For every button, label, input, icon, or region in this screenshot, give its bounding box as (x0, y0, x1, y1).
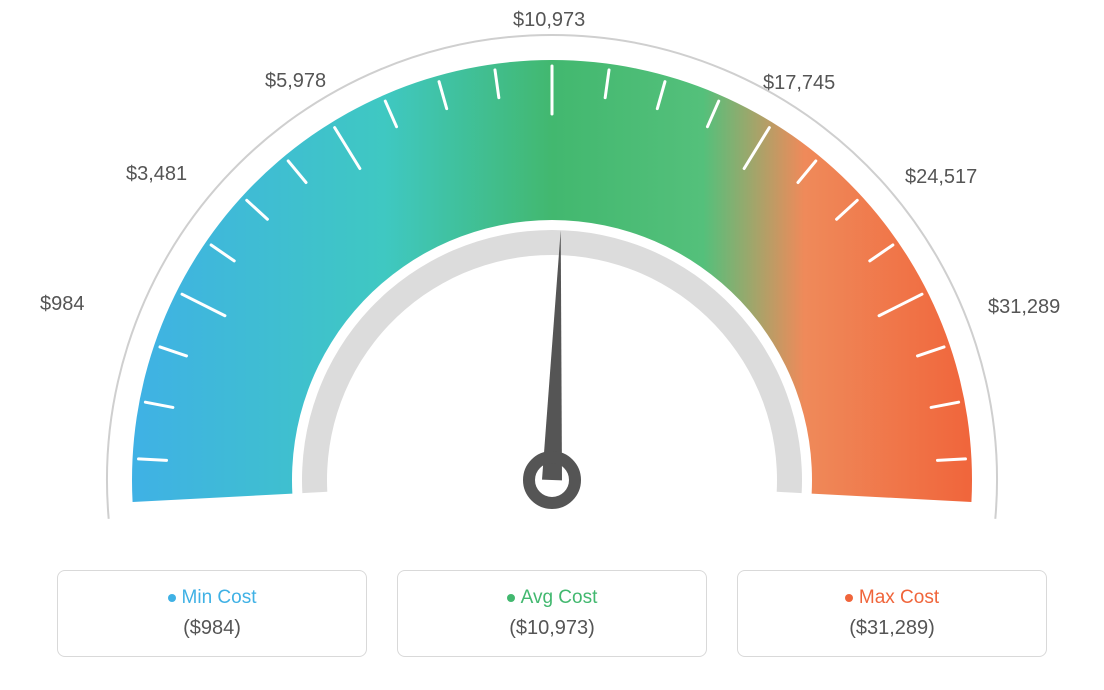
gauge-scale-label: $31,289 (988, 296, 1060, 319)
legend-row: Min Cost ($984) Avg Cost ($10,973) Max Cost (… (0, 570, 1104, 657)
gauge-chart-wrapper: $984 $3,481 $5,978 $10,973 $17,745 $24,517 $31… (0, 0, 1104, 690)
legend-card-max: Max Cost ($31,289) (737, 570, 1047, 657)
legend-title-max: Max Cost (750, 587, 1034, 609)
legend-title-text: Avg Cost (521, 587, 598, 608)
legend-value-avg: ($10,973) (410, 617, 694, 640)
legend-dot-icon (507, 594, 515, 602)
gauge-scale-label: $24,517 (905, 166, 977, 189)
legend-title-text: Max Cost (859, 587, 939, 608)
gauge-scale-label: $5,978 (265, 70, 326, 93)
legend-title-min: Min Cost (70, 587, 354, 609)
gauge-svg (0, 0, 1104, 560)
legend-title-text: Min Cost (182, 587, 257, 608)
gauge-scale-label: $17,745 (763, 72, 835, 95)
legend-card-min: Min Cost ($984) (57, 570, 367, 657)
legend-dot-icon (845, 594, 853, 602)
gauge-scale-label: $10,973 (513, 9, 585, 32)
gauge-area: $984 $3,481 $5,978 $10,973 $17,745 $24,517 $31… (0, 0, 1104, 560)
legend-card-avg: Avg Cost ($10,973) (397, 570, 707, 657)
legend-title-avg: Avg Cost (410, 587, 694, 609)
legend-value-min: ($984) (70, 617, 354, 640)
gauge-scale-label: $984 (40, 293, 85, 316)
legend-dot-icon (168, 594, 176, 602)
gauge-scale-label: $3,481 (126, 163, 187, 186)
legend-value-max: ($31,289) (750, 617, 1034, 640)
